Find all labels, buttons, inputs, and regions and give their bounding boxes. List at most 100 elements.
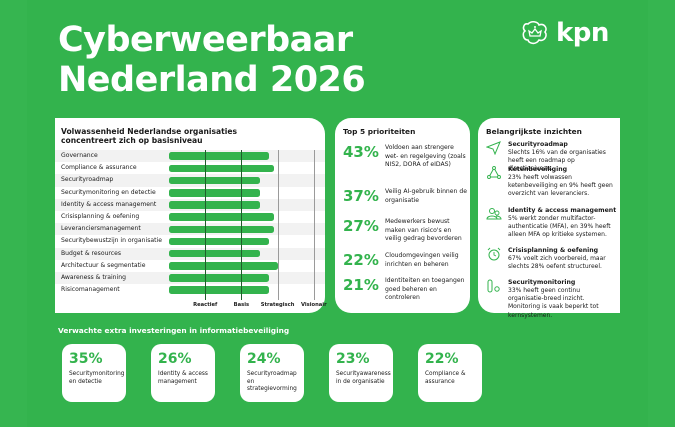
kpn-logo: kpn <box>520 18 609 48</box>
investment-label: Securityroadmap en strategievorming <box>247 371 297 393</box>
x-tick-label: Visionair <box>300 302 327 308</box>
insight-item: Ketenbeveiliging 23% heeft volwassen ket… <box>486 166 616 199</box>
category-label: Securitymonitoring en detectie <box>61 188 156 196</box>
priorities-panel: Top 5 prioriteiten 43% Voldoen aan stren… <box>335 118 470 313</box>
investment-label: Securityawareness in de organisatie <box>336 371 391 385</box>
category-label: Identity & access management <box>61 200 157 208</box>
insight-text: 23% heeft volwassen ketenbeveiliging en … <box>508 174 613 198</box>
category-label: Risicomanagement <box>61 286 120 294</box>
chart-row: Budget & resources <box>55 247 325 260</box>
chart-row: Compliance & assurance <box>55 162 325 174</box>
maturity-bar <box>169 262 278 270</box>
alarm-clock-icon <box>487 247 501 261</box>
gridline-basis <box>241 150 243 300</box>
gridline-visionair <box>313 150 315 300</box>
investment-card: 24% Securityroadmap en strategievorming <box>240 344 304 402</box>
category-label: Compliance & assurance <box>61 164 137 172</box>
priorities-title: Top 5 prioriteiten <box>343 127 416 136</box>
chart-title-line-1: Volwassenheid Nederlandse organisaties <box>61 127 238 136</box>
insight-text: 67% voelt zich voorbereid, maar slechts … <box>508 255 606 271</box>
priority-pct: 27% <box>343 217 379 235</box>
insight-text: 33% heeft geen continu organisatie-breed… <box>508 287 599 319</box>
insight-title: Crisisplanning & oefening <box>508 247 599 254</box>
category-label: Securityroadmap <box>61 176 114 184</box>
priority-item: 27% Medewerkers bewust maken van risico'… <box>343 218 467 244</box>
kpn-crown-cloud-icon <box>522 20 547 45</box>
priority-pct: 22% <box>343 251 379 269</box>
priority-text: Veilig AI-gebruik binnen de organisatie <box>385 188 467 204</box>
chart-title: Volwassenheid Nederlandse organisaties c… <box>61 127 237 145</box>
chart-row: Identity & access management <box>55 198 325 211</box>
maturity-bar <box>169 201 260 209</box>
maturity-bar <box>169 249 260 258</box>
chart-row: Securitymonitoring en detectie <box>55 187 325 199</box>
priority-pct: 21% <box>343 276 379 294</box>
insight-item: Securitymonitoring 33% heeft geen contin… <box>486 279 616 320</box>
users-icon <box>486 208 502 220</box>
category-label: Leveranciersmanagement <box>61 225 141 233</box>
category-label: Budget & resources <box>61 249 122 257</box>
chart-row: Governance <box>55 150 325 163</box>
chart-row: Securityroadmap <box>55 174 325 187</box>
x-tick-label: Basis <box>233 302 250 308</box>
investment-label: Identity & access management <box>158 371 208 385</box>
maturity-bar <box>169 176 260 185</box>
maturity-bar <box>169 225 274 234</box>
maturity-bar <box>169 286 269 295</box>
monitoring-icon <box>487 279 500 293</box>
chart-row: Leveranciersmanagement <box>55 223 325 236</box>
chart-title-line-2: concentreert zich op basisniveau <box>61 136 203 145</box>
priority-item: 43% Voldoen aan strengere wet- en regelg… <box>343 144 467 170</box>
maturity-bar <box>169 213 274 221</box>
insight-item: Identity & access management 5% werkt zo… <box>486 207 616 240</box>
chart-row: Awareness & training <box>55 271 325 285</box>
insight-title: Identity & access management <box>508 207 617 214</box>
priority-item: 22% Cloudomgevingen veilig inrichten en … <box>343 252 467 269</box>
insight-item: Securityroadmap Slechts 16% van de organ… <box>486 141 616 174</box>
maturity-bar <box>169 152 269 160</box>
network-icon <box>487 166 501 179</box>
page-title: Cyberweerbaar Nederland 2026 <box>58 20 366 100</box>
maturity-bar <box>169 188 260 197</box>
x-tick-label: Strategisch <box>260 302 295 308</box>
investment-pct: 24% <box>247 351 281 367</box>
investment-label: Securitymonitoring en detectie <box>69 371 125 385</box>
priority-pct: 37% <box>343 187 379 205</box>
investment-pct: 22% <box>425 351 459 367</box>
insight-title: Securityroadmap <box>508 141 568 148</box>
chart-row: Architectuur & segmentatie <box>55 260 325 272</box>
insight-text: Slechts 16% van de organisaties heeft ee… <box>508 149 606 173</box>
investment-pct: 23% <box>336 351 370 367</box>
maturity-chart-panel: Volwassenheid Nederlandse organisaties c… <box>55 118 327 313</box>
category-label: Securitybewustzijn in organisatie <box>61 237 162 245</box>
right-margin <box>648 0 675 427</box>
insight-title: Securitymonitoring <box>508 279 576 286</box>
investment-pct: 35% <box>69 351 103 367</box>
insight-text: 5% werkt zonder multifactor-authenticati… <box>508 215 611 239</box>
insights-panel: Belangrijkste inzichten Securityroadmap … <box>478 118 620 319</box>
investment-card: 26% Identity & access management <box>151 344 215 402</box>
investments-title: Verwachte extra investeringen in informa… <box>58 326 290 335</box>
priority-pct: 43% <box>343 143 379 161</box>
maturity-bar <box>169 164 274 173</box>
investment-card: 35% Securitymonitoring en detectie <box>62 344 126 402</box>
priority-text: Identiteiten en toegangen goed beheren e… <box>385 277 465 302</box>
priority-text: Cloudomgevingen veilig inrichten en behe… <box>385 252 459 268</box>
priority-item: 21% Identiteiten en toegangen goed beher… <box>343 277 467 303</box>
maturity-bar <box>169 274 269 282</box>
chart-row: Crisisplanning & oefening <box>55 211 325 223</box>
insights-title: Belangrijkste inzichten <box>486 127 582 136</box>
send-icon <box>486 141 501 155</box>
category-label: Governance <box>61 152 98 159</box>
chart-row: Securitybewustzijn in organisatie <box>55 235 325 247</box>
category-label: Architectuur & segmentatie <box>61 261 146 269</box>
priority-text: Medewerkers bewust maken van risico's en… <box>385 218 462 243</box>
title-line-2: Nederland 2026 <box>58 60 366 100</box>
category-label: Awareness & training <box>61 273 126 281</box>
gridline-reactief <box>205 150 206 300</box>
investment-label: Compliance & assurance <box>425 371 466 385</box>
x-tick-label: Reactief <box>193 302 218 308</box>
title-line-1: Cyberweerbaar <box>58 20 353 60</box>
insight-title: Ketenbeveiliging <box>508 166 568 173</box>
chart-row: Risicomanagement <box>55 284 325 296</box>
